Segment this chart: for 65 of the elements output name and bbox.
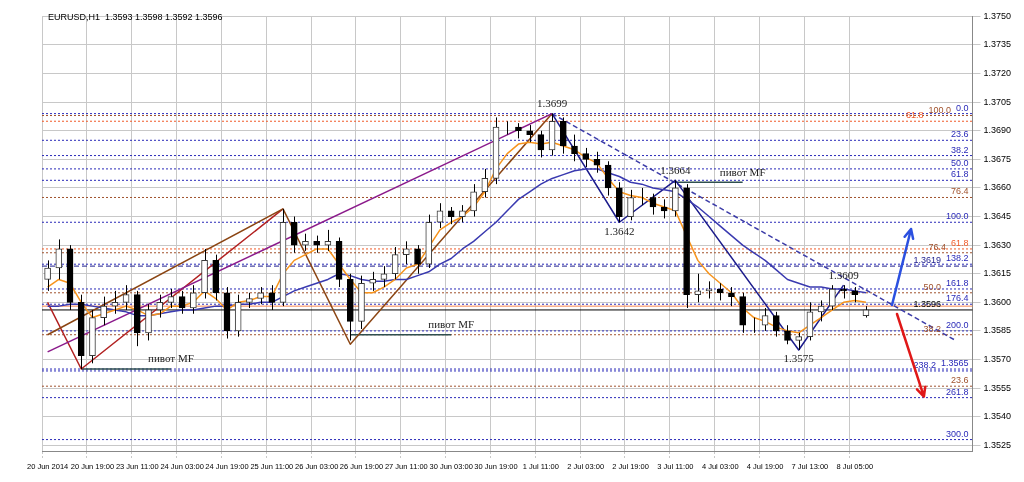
y-tick-label: 1.3615 [983,268,1011,279]
candlestick [571,134,578,162]
annotation: 300.0 [945,428,969,439]
annotation: 50.0 [950,157,969,168]
annotation: 238.2 [913,359,936,370]
candlestick [290,216,298,254]
candlestick [44,259,51,292]
candlestick [470,183,477,218]
y-tick-label: 1.3555 [983,382,1011,393]
y-tick-label: 1.3525 [983,439,1011,450]
y-tick-label: 1.3540 [983,411,1011,422]
annotation: 61.8 [950,169,969,180]
annotation: 23.6 [950,375,969,386]
candlestick [582,147,590,168]
data-label: 1.3642 [604,224,635,237]
annotation: 61.8 [905,110,924,121]
annotation: 61.8 [950,237,969,248]
ref-line-label: 1.3565 [940,358,969,369]
annotation: 161.8 [945,277,969,288]
annotation: 176.4 [945,293,969,304]
annotation: 138.2 [945,253,969,264]
y-tick-label: 1.3660 [983,182,1011,193]
annotation: 261.8 [945,386,969,397]
candlestick [784,324,791,345]
candlestick [414,244,421,275]
data-label: 1.3609 [828,268,860,281]
annotation: 100.0 [945,211,969,222]
annotation: 100.0 [928,104,951,115]
candlestick [380,265,388,288]
y-tick-label: 1.3600 [983,296,1011,307]
y-tick-label: 1.3690 [983,125,1011,136]
y-tick-label: 1.3630 [983,239,1011,250]
annotation: 76.4 [950,186,969,197]
annotation: 0.0 [955,102,969,113]
data-label: 1.3575 [783,352,815,365]
annotation: 50.0 [923,281,941,292]
y-tick-label: 1.3735 [983,39,1011,50]
data-label: пивот MF [428,318,475,331]
ref-line-label: 1.3619 [913,255,941,266]
candlestick [672,179,679,218]
candlestick [627,189,634,221]
y-tick-label: 1.3570 [983,353,1011,364]
data-label: 1.3699 [536,97,568,109]
candlestick [403,240,410,265]
candlestick [481,168,489,198]
data-label: пивот MF [719,165,766,178]
annotation: 76.4 [928,241,946,252]
y-tick-label: 1.3645 [983,211,1011,222]
candlestick [369,271,377,292]
ref-line-label: 1.3596 [913,298,941,309]
annotation: 38.2 [950,144,969,155]
data-label: пивот MF [148,352,194,365]
y-tick-label: 1.3705 [983,96,1011,107]
chart-title: EURUSD,H1 1.3593 1.3598 1.3592 1.3596 [48,12,223,22]
annotation: 200.0 [945,319,969,330]
annotation: 23.6 [950,129,969,140]
y-tick-label: 1.3585 [983,325,1011,336]
candlestick [55,238,63,280]
candlestick [728,286,735,307]
y-tick-label: 1.3720 [983,68,1011,79]
candlestick [437,202,443,229]
candlestick [559,116,567,155]
y-tick-label: 1.3675 [983,153,1011,164]
data-label: 1.3664 [660,163,692,176]
y-tick-label: 1.3750 [983,10,1011,21]
